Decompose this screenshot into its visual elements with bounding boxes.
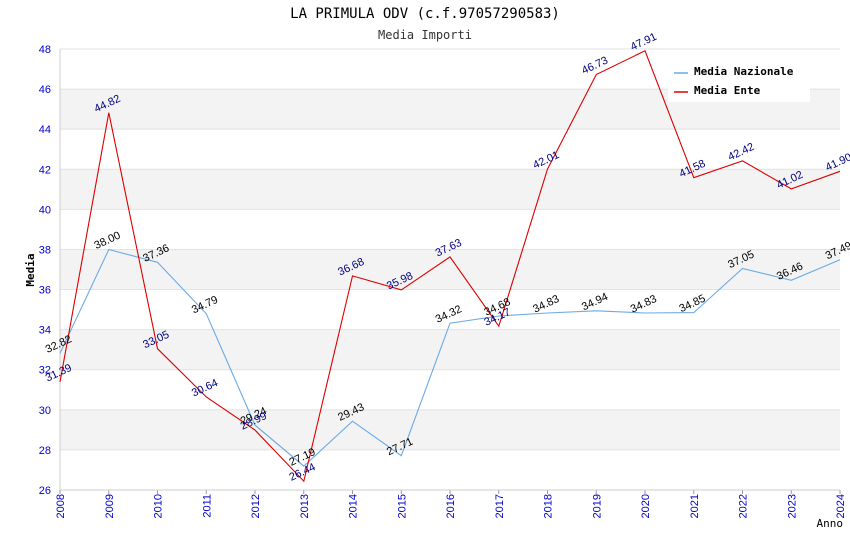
x-tick-label: 2016 bbox=[445, 494, 457, 518]
x-tick-label: 2021 bbox=[689, 494, 701, 518]
x-tick-label: 2018 bbox=[543, 494, 555, 518]
series-lines bbox=[59, 50, 841, 483]
grid-band bbox=[60, 249, 840, 290]
x-axis-ticks: 2008 2009 2010 2011 2012 2013 2014 2015 2016 2017… bbox=[55, 490, 847, 518]
y-axis-ticks: 26 28 30 32 34 36 38 40 42 44 46 48 bbox=[39, 44, 51, 497]
legend-label-media-nazionale: Media Nazionale bbox=[694, 65, 794, 78]
x-tick-label: 2017 bbox=[494, 494, 506, 518]
x-tick-label: 2019 bbox=[591, 494, 603, 518]
y-tick-label: 32 bbox=[39, 365, 51, 377]
chart-subtitle: Media Importi bbox=[378, 28, 472, 42]
grid-band bbox=[60, 129, 840, 170]
x-tick-label: 2008 bbox=[55, 494, 67, 518]
y-tick-label: 44 bbox=[39, 124, 51, 136]
x-tick-label: 2020 bbox=[640, 494, 652, 518]
x-tick-label: 2012 bbox=[250, 494, 262, 518]
x-tick-label: 2023 bbox=[786, 494, 798, 518]
x-tick-label: 2014 bbox=[348, 494, 360, 518]
y-tick-label: 34 bbox=[39, 325, 51, 337]
x-tick-label: 2010 bbox=[153, 494, 165, 518]
y-tick-label: 28 bbox=[39, 445, 51, 457]
x-tick-label: 2015 bbox=[396, 494, 408, 518]
y-tick-label: 42 bbox=[39, 164, 51, 176]
x-tick-label: 2013 bbox=[299, 494, 311, 518]
x-axis-label: Anno bbox=[817, 517, 844, 530]
y-tick-label: 38 bbox=[39, 244, 51, 256]
series-line-media-nazionale bbox=[59, 248, 841, 467]
y-tick-label: 26 bbox=[39, 485, 51, 497]
grid-band bbox=[60, 169, 840, 210]
grid-band bbox=[60, 209, 840, 250]
y-tick-label: 36 bbox=[39, 285, 51, 297]
grid-band bbox=[60, 369, 840, 410]
y-tick-label: 30 bbox=[39, 405, 51, 417]
y-tick-label: 48 bbox=[39, 44, 51, 56]
x-tick-label: 2009 bbox=[104, 494, 116, 518]
legend-label-media-ente: Media Ente bbox=[694, 84, 761, 97]
x-tick-label: 2011 bbox=[201, 494, 213, 518]
grid-band bbox=[60, 329, 840, 370]
y-axis-label: Media bbox=[24, 253, 37, 286]
x-tick-label: 2024 bbox=[835, 494, 847, 518]
y-tick-label: 40 bbox=[39, 204, 51, 216]
plot-background bbox=[60, 48, 840, 491]
legend-box bbox=[668, 58, 810, 102]
series-line-media-ente bbox=[59, 50, 841, 483]
grid-band bbox=[60, 409, 840, 450]
legend: Media Nazionale Media Ente bbox=[668, 58, 810, 102]
x-tick-label: 2022 bbox=[738, 494, 750, 518]
grid-band bbox=[60, 449, 840, 490]
y-tick-label: 46 bbox=[39, 84, 51, 96]
chart-title: LA PRIMULA ODV (c.f.97057290583) bbox=[290, 6, 560, 22]
